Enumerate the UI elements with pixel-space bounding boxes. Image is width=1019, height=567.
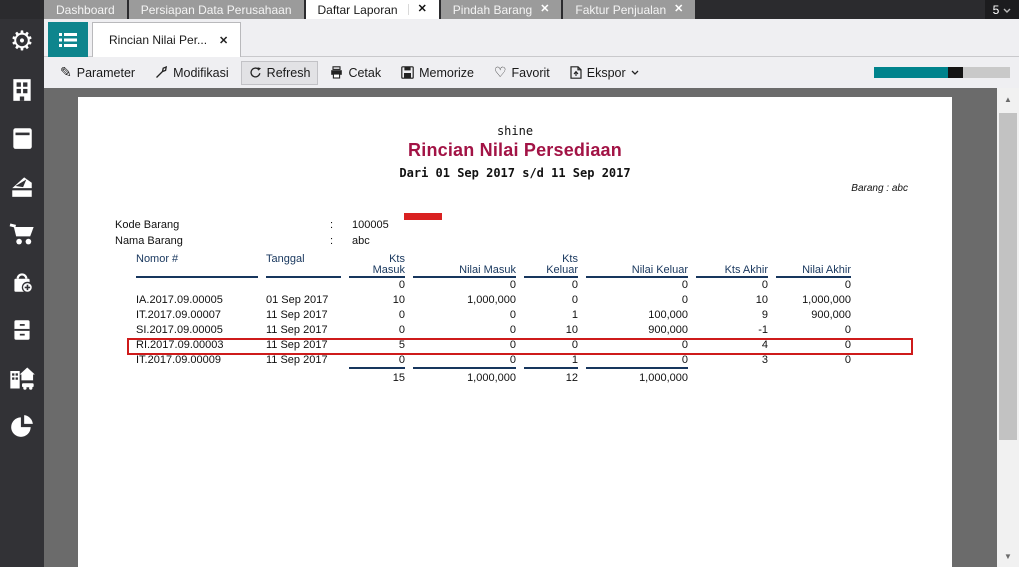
tab-faktur-penjualan[interactable]: Faktur Penjualan ✕ <box>563 0 696 19</box>
floppy-icon <box>401 66 414 79</box>
favorit-button[interactable]: ♡ Favorit <box>493 64 550 81</box>
vertical-scrollbar[interactable]: ▲ ▼ <box>997 88 1019 567</box>
chevron-down-icon <box>631 70 639 75</box>
tab-label: Daftar Laporan <box>317 2 398 17</box>
mail-compose-icon[interactable] <box>8 172 36 200</box>
col-kts-keluar: Kts Keluar <box>524 252 578 278</box>
scroll-down-button[interactable]: ▼ <box>1004 551 1012 561</box>
filter-note: Barang : abc <box>851 183 908 194</box>
col-nomor: Nomor # <box>136 252 258 278</box>
report-toolbar: ✎ Parameter Modifikasi Refresh Cetak Mem… <box>44 57 1019 88</box>
report-viewer: shine Rincian Nilai Persediaan Dari 01 S… <box>44 88 997 567</box>
inventory-detail-table: Nomor # Tanggal Kts Masuk Nilai Masuk Kts… <box>128 252 859 384</box>
report-tab-strip: Rincian Nilai Per... ✕ <box>44 19 1019 57</box>
item-name-label: Nama Barang <box>115 235 183 247</box>
col-nilai-masuk: Nilai Masuk <box>413 252 516 278</box>
company-name: shine <box>496 124 534 138</box>
inventory-cabinet-icon[interactable] <box>8 316 36 344</box>
close-icon[interactable]: ✕ <box>407 4 427 15</box>
item-code-value: 100005 <box>352 219 389 231</box>
col-nilai-keluar: Nilai Keluar <box>586 252 688 278</box>
progress-fill <box>874 67 948 78</box>
close-icon[interactable]: ✕ <box>219 34 229 47</box>
tab-persiapan-data-perusahaan[interactable]: Persiapan Data Perusahaan <box>128 0 304 19</box>
purchase-bag-plus-icon[interactable] <box>8 268 36 296</box>
memorize-button[interactable]: Memorize <box>393 61 482 85</box>
tab-label: Persiapan Data Perusahaan <box>140 2 292 17</box>
notification-count: 5 <box>992 2 1000 17</box>
item-name-value: abc <box>352 235 370 247</box>
reports-pie-chart-icon[interactable] <box>8 412 36 440</box>
col-nilai-akhir: Nilai Akhir <box>776 252 851 278</box>
printer-icon <box>331 66 343 79</box>
report-progress-bar <box>874 67 1010 78</box>
ekspor-button[interactable]: Ekspor <box>562 61 647 85</box>
main-tab-bar: Dashboard Persiapan Data Perusahaan Daft… <box>0 0 1019 19</box>
progress-marker <box>948 67 963 78</box>
table-header-row: Nomor # Tanggal Kts Masuk Nilai Masuk Kts… <box>136 252 851 278</box>
journal-book-icon[interactable] <box>8 124 36 152</box>
col-kts-masuk: Kts Masuk <box>349 252 405 278</box>
totals-row: 15 1,000,000 12 1,000,000 <box>136 367 851 384</box>
tab-rincian-nilai-persediaan[interactable]: Rincian Nilai Per... ✕ <box>92 22 242 57</box>
tab-label: Rincian Nilai Per... <box>109 33 208 47</box>
scroll-up-button[interactable]: ▲ <box>1004 94 1012 104</box>
wrench-icon <box>156 66 168 78</box>
item-code-label: Kode Barang <box>115 219 180 231</box>
tab-label: Faktur Penjualan <box>575 2 667 17</box>
modifikasi-button[interactable]: Modifikasi <box>147 61 237 85</box>
tab-label: Dashboard <box>56 2 115 17</box>
export-icon <box>570 66 582 79</box>
tab-dashboard[interactable]: Dashboard <box>44 0 127 19</box>
close-icon[interactable]: ✕ <box>674 3 684 15</box>
fixed-assets-icon[interactable] <box>8 364 36 392</box>
table-row[interactable]: IA.2017.09.00005 01 Sep 2017 10 1,000,000 … <box>136 293 851 306</box>
report-title: Rincian Nilai Persediaan <box>408 140 622 160</box>
tab-daftar-laporan[interactable]: Daftar Laporan ✕ <box>305 0 439 19</box>
tab-label: Pindah Barang <box>452 2 533 17</box>
red-marker-bar <box>404 213 442 220</box>
list-icon <box>59 32 77 47</box>
parameter-button[interactable]: ✎ Parameter <box>60 64 136 81</box>
sidebar: ⚙ <box>0 19 44 567</box>
heart-icon: ♡ <box>493 64 507 81</box>
item-info: Kode Barang : 100005 Nama Barang : abc <box>115 219 389 247</box>
cetak-button[interactable]: Cetak <box>322 61 389 85</box>
company-icon[interactable] <box>8 76 36 104</box>
tab-pindah-barang[interactable]: Pindah Barang ✕ <box>440 0 562 19</box>
sales-cart-icon[interactable] <box>8 220 36 248</box>
chevron-down-icon <box>1003 8 1011 13</box>
refresh-button[interactable]: Refresh <box>240 60 319 85</box>
main-tabs: Dashboard Persiapan Data Perusahaan Daft… <box>44 0 696 19</box>
scrollbar-thumb[interactable] <box>999 113 1017 440</box>
col-tanggal: Tanggal <box>266 252 341 278</box>
notification-menu[interactable]: 5 <box>985 0 1019 19</box>
refresh-icon <box>250 67 261 78</box>
col-kts-akhir: Kts Akhir <box>696 252 768 278</box>
close-icon[interactable]: ✕ <box>540 3 550 15</box>
report-list-button[interactable] <box>48 22 88 57</box>
pencil-icon: ✎ <box>60 64 72 81</box>
report-period: Dari 01 Sep 2017 s/d 11 Sep 2017 <box>399 166 631 180</box>
report-page: shine Rincian Nilai Persediaan Dari 01 S… <box>78 97 952 567</box>
gear-icon[interactable]: ⚙ <box>9 26 35 57</box>
